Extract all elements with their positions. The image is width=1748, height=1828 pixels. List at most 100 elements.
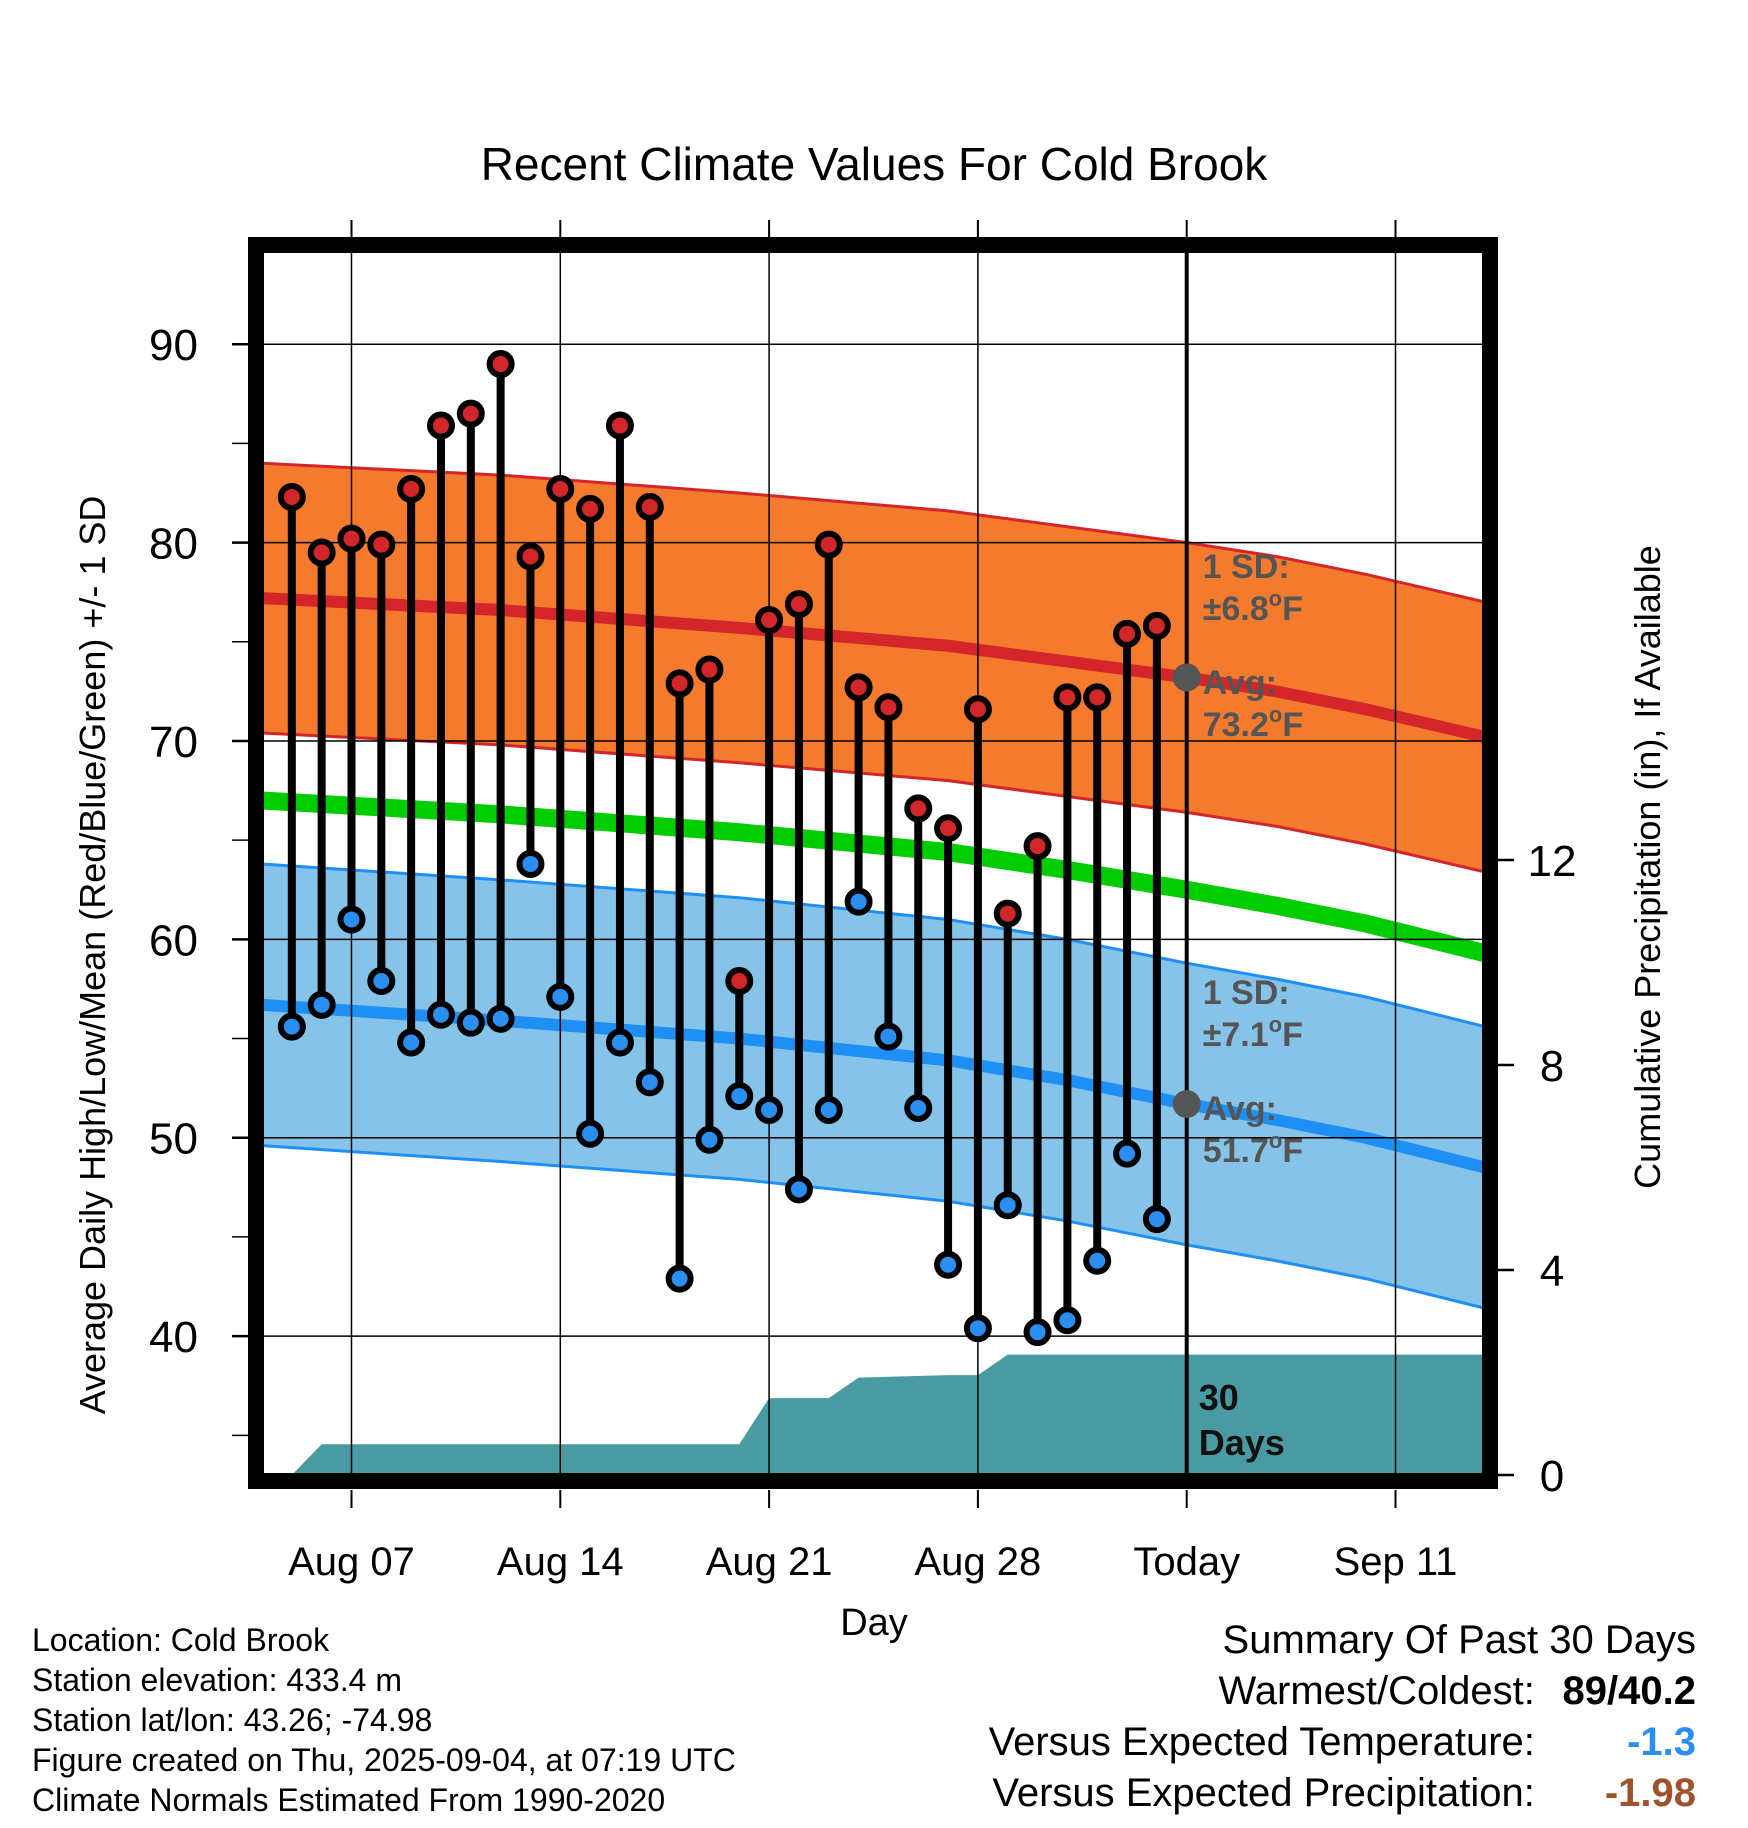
low-sd-band	[262, 862, 1485, 1310]
daily-high-point	[904, 794, 933, 823]
daily-high-point	[755, 605, 784, 634]
y2-tick-label: 0	[1540, 1452, 1564, 1501]
normals-text: Climate Normals Estimated From 1990-2020	[32, 1782, 666, 1818]
daily-high-point	[397, 475, 426, 504]
daily-low-point	[665, 1264, 694, 1293]
warm-cold-label: Warmest/Coldest:	[1218, 1669, 1535, 1713]
daily-low-point	[725, 1082, 754, 1111]
y-axis-label: Average Daily High/Low/Mean (Red/Blue/Gr…	[72, 496, 113, 1415]
y-tick-label: 40	[149, 1313, 198, 1362]
low-sd-label: 1 SD:	[1203, 974, 1290, 1012]
daily-high-point	[426, 411, 455, 440]
daily-low-point	[486, 1004, 515, 1033]
daily-low-point	[605, 1028, 634, 1057]
daily-low-point	[963, 1314, 992, 1343]
y2-axis-label: Cumulative Precipitation (in), If Availa…	[1627, 545, 1668, 1189]
window-days-word: Days	[1199, 1422, 1285, 1463]
x-tick-label: Aug 21	[706, 1540, 833, 1584]
x-tick-label: Aug 07	[288, 1540, 415, 1584]
y-tick-label: 90	[149, 321, 198, 370]
x-axis-label: Day	[840, 1602, 908, 1644]
high-avg-value: 73.2oF	[1203, 702, 1303, 744]
precip-area	[291, 1354, 1485, 1475]
station-info: Location: Cold Brook Station elevation: …	[32, 1620, 736, 1820]
daily-low-point	[516, 849, 545, 878]
daily-low-point	[784, 1175, 813, 1204]
temp-value: -1.3	[1627, 1720, 1696, 1764]
daily-low-point	[1023, 1318, 1052, 1347]
latlon-text: Station lat/lon: 43.26; -74.98	[32, 1702, 433, 1738]
daily-low-point	[277, 1012, 306, 1041]
precip-value: -1.98	[1604, 1771, 1696, 1815]
daily-high-point	[456, 399, 485, 428]
daily-high-point	[486, 350, 515, 379]
daily-low-point	[934, 1250, 963, 1279]
daily-high-point	[516, 542, 545, 571]
daily-low-point	[1083, 1246, 1112, 1275]
y2-tick-label: 8	[1540, 1042, 1564, 1091]
high-normal-line	[262, 592, 1485, 743]
daily-low-point	[1142, 1205, 1171, 1234]
daily-low-point	[337, 905, 366, 934]
low-avg-value: 51.7oF	[1203, 1128, 1303, 1170]
high-sd-label: 1 SD:	[1203, 548, 1290, 586]
x-tick-label: Aug 14	[497, 1540, 624, 1584]
y2-tick-label: 12	[1528, 837, 1577, 886]
precip-row: Versus Expected Precipitation: -1.98	[796, 1768, 1696, 1819]
warm-cold-value: 89/40.2	[1562, 1669, 1696, 1713]
daily-high-point	[605, 411, 634, 440]
window-days-number: 30	[1199, 1377, 1239, 1418]
daily-low-point	[904, 1093, 933, 1122]
daily-low-point	[576, 1119, 605, 1148]
y2-tick-label: 4	[1540, 1247, 1564, 1296]
daily-low-point	[874, 1022, 903, 1051]
daily-low-point	[695, 1125, 724, 1154]
daily-low-point	[755, 1095, 784, 1124]
elevation-text: Station elevation: 433.4 m	[32, 1662, 403, 1698]
daily-high-point	[635, 492, 664, 521]
daily-high-point	[665, 669, 694, 698]
y-tick-label: 60	[149, 916, 198, 965]
daily-low-point	[1053, 1306, 1082, 1335]
daily-low-point	[367, 967, 396, 996]
y-tick-label: 70	[149, 718, 198, 767]
x-tick-label: Sep 11	[1334, 1540, 1458, 1584]
low-sd-value: ±7.1oF	[1203, 1012, 1303, 1054]
daily-low-point	[635, 1068, 664, 1097]
chart-title: Recent Climate Values For Cold Brook	[481, 138, 1269, 190]
daily-high-point	[546, 475, 575, 504]
daily-high-point	[367, 530, 396, 559]
daily-low-point	[844, 887, 873, 916]
created-text: Figure created on Thu, 2025-09-04, at 07…	[32, 1742, 736, 1778]
daily-high-point	[307, 538, 336, 567]
daily-high-point	[576, 494, 605, 523]
daily-high-point	[844, 673, 873, 702]
warm-cold-row: Warmest/Coldest: 89/40.2	[796, 1666, 1697, 1717]
daily-high-point	[1053, 683, 1082, 712]
daily-low-point	[426, 1000, 455, 1029]
daily-high-point	[277, 482, 306, 511]
daily-high-point	[934, 814, 963, 843]
precip-label: Versus Expected Precipitation:	[992, 1771, 1535, 1815]
location-text: Location: Cold Brook	[32, 1622, 330, 1658]
daily-high-point	[1142, 611, 1171, 640]
daily-high-point	[1083, 683, 1112, 712]
x-tick-label: Today	[1133, 1540, 1240, 1584]
daily-high-point	[993, 899, 1022, 928]
daily-high-point	[337, 524, 366, 553]
daily-high-point	[784, 590, 813, 619]
temp-label: Versus Expected Temperature:	[988, 1720, 1535, 1764]
daily-high-point	[695, 655, 724, 684]
high-avg-label: Avg:	[1203, 664, 1277, 702]
summary-panel: Summary Of Past 30 Days Warmest/Coldest:…	[796, 1615, 1696, 1819]
daily-high-point	[963, 695, 992, 724]
daily-high-point	[874, 693, 903, 722]
daily-high-point	[1113, 619, 1142, 648]
plot-frame	[248, 237, 1498, 1489]
daily-low-point	[814, 1095, 843, 1124]
summary-title: Summary Of Past 30 Days	[1222, 1618, 1696, 1662]
temp-row: Versus Expected Temperature: -1.3	[796, 1717, 1696, 1768]
daily-low-point	[307, 990, 336, 1019]
